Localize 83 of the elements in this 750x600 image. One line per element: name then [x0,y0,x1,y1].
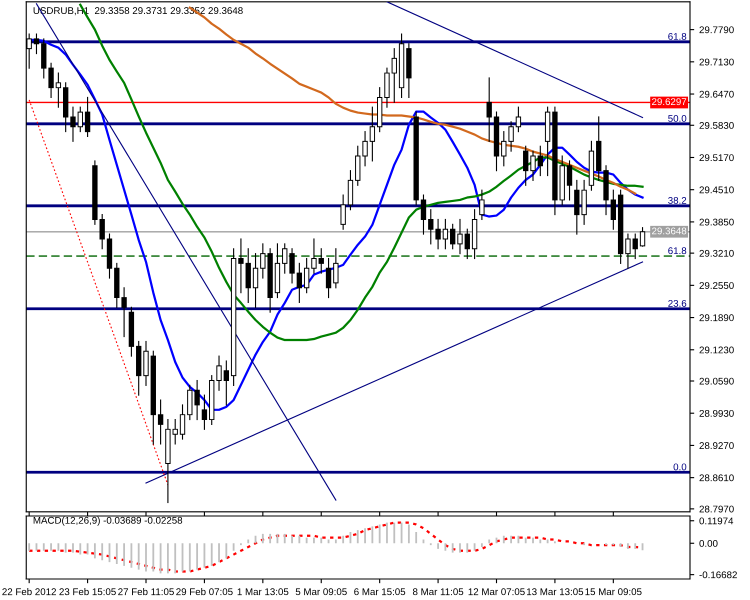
y-tick-label: 29.3850 [700,218,734,226]
y-tick-label: 0.00 [699,540,718,547]
candlestick [70,106,76,142]
candlestick [428,209,434,244]
y-tick-label: 0.11974 [699,517,734,524]
candlestick [180,404,186,440]
candlestick [202,394,208,430]
y-tick-label: 29.4510 [700,186,734,194]
y-tick-label: 29.5170 [700,154,734,162]
x-tick-label: 29 Feb 07:05 [176,588,233,596]
x-tick-label: 13 Mar 13:05 [527,588,584,596]
candlestick [479,190,485,220]
candlestick [311,238,317,274]
y-tick-label: 28.9270 [700,442,734,450]
y-tick-label: 29.7130 [700,58,734,66]
annotation: 38.2 [668,196,686,204]
candlestick [100,214,105,250]
candlestick [457,218,463,254]
candlestick [450,224,456,250]
candlestick [34,33,40,54]
candlestick [523,146,528,186]
candlestick [326,258,332,298]
candlestick [486,77,492,142]
candlestick [392,48,397,103]
y-tick-label: 29.5830 [700,122,734,129]
y-tick-label: 29.7790 [700,26,734,34]
candlestick [333,248,339,288]
candlestick [289,248,295,284]
x-tick-label: 6 Mar 15:05 [354,588,406,596]
y-tick-label: 28.8610 [700,474,734,482]
y-tick-label: 29.1890 [700,314,734,322]
x-tick-label: 8 Mar 11:05 [412,588,464,596]
candlestick [224,360,229,406]
candlestick [304,258,310,294]
x-tick-label: 23 Feb 15:05 [59,588,116,596]
x-tick-label: 5 Mar 09:05 [296,588,347,596]
annotation: 23.6 [668,300,686,307]
y-tick-label: 29.0590 [700,378,734,385]
candlestick [238,238,244,294]
candlestick [420,194,426,235]
candlestick [158,399,164,445]
candlestick [566,160,572,200]
y-tick-label: 29.2550 [700,282,734,289]
candlestick [216,356,222,391]
y-tick-label: 29.3210 [700,250,734,257]
candlestick [632,234,638,260]
y-tick-label: 28.7970 [700,506,734,512]
chart-title: MACD(12,26,9) -0.03689 -0.02258 [34,516,182,526]
candlestick [640,227,646,247]
y-tick-label: -0.16682 [699,571,737,578]
annotation: 50.0 [668,115,686,122]
candlestick [194,380,200,420]
x-tick-label: 12 Mar 07:05 [468,588,525,596]
candlestick [318,248,324,274]
candlestick [121,287,127,338]
x-tick-label: 1 Mar 13:05 [238,588,288,596]
candlestick [340,194,346,230]
candlestick [610,190,616,230]
candlestick [362,131,368,166]
candlestick [296,262,302,303]
x-tick-label: 22 Feb 2012 [2,588,56,596]
candlestick [530,150,536,181]
candlestick [464,228,470,260]
annotation: 61.8 [668,247,686,254]
x-tick-label: 27 Feb 11:05 [118,588,174,596]
candlestick [84,96,90,138]
annotation: 0.0 [674,463,686,470]
y-tick-label: 29.1230 [700,346,734,354]
ref-line-label: 29.3648 [652,227,686,234]
candlestick [282,243,288,274]
x-tick-label: 15 Mar 09:05 [585,588,642,596]
candlestick [172,419,178,445]
y-tick-label: 28.9930 [700,410,734,417]
candlestick [260,243,266,279]
candlestick [625,234,631,269]
y-tick-label: 29.6470 [700,90,734,98]
ref-line-label: 29.6297 [652,98,686,106]
candlestick [370,106,376,162]
annotation: 61.8 [668,33,686,40]
candlestick [538,146,543,176]
candlestick [501,131,506,166]
candlestick [78,106,83,132]
candlestick [252,253,258,308]
